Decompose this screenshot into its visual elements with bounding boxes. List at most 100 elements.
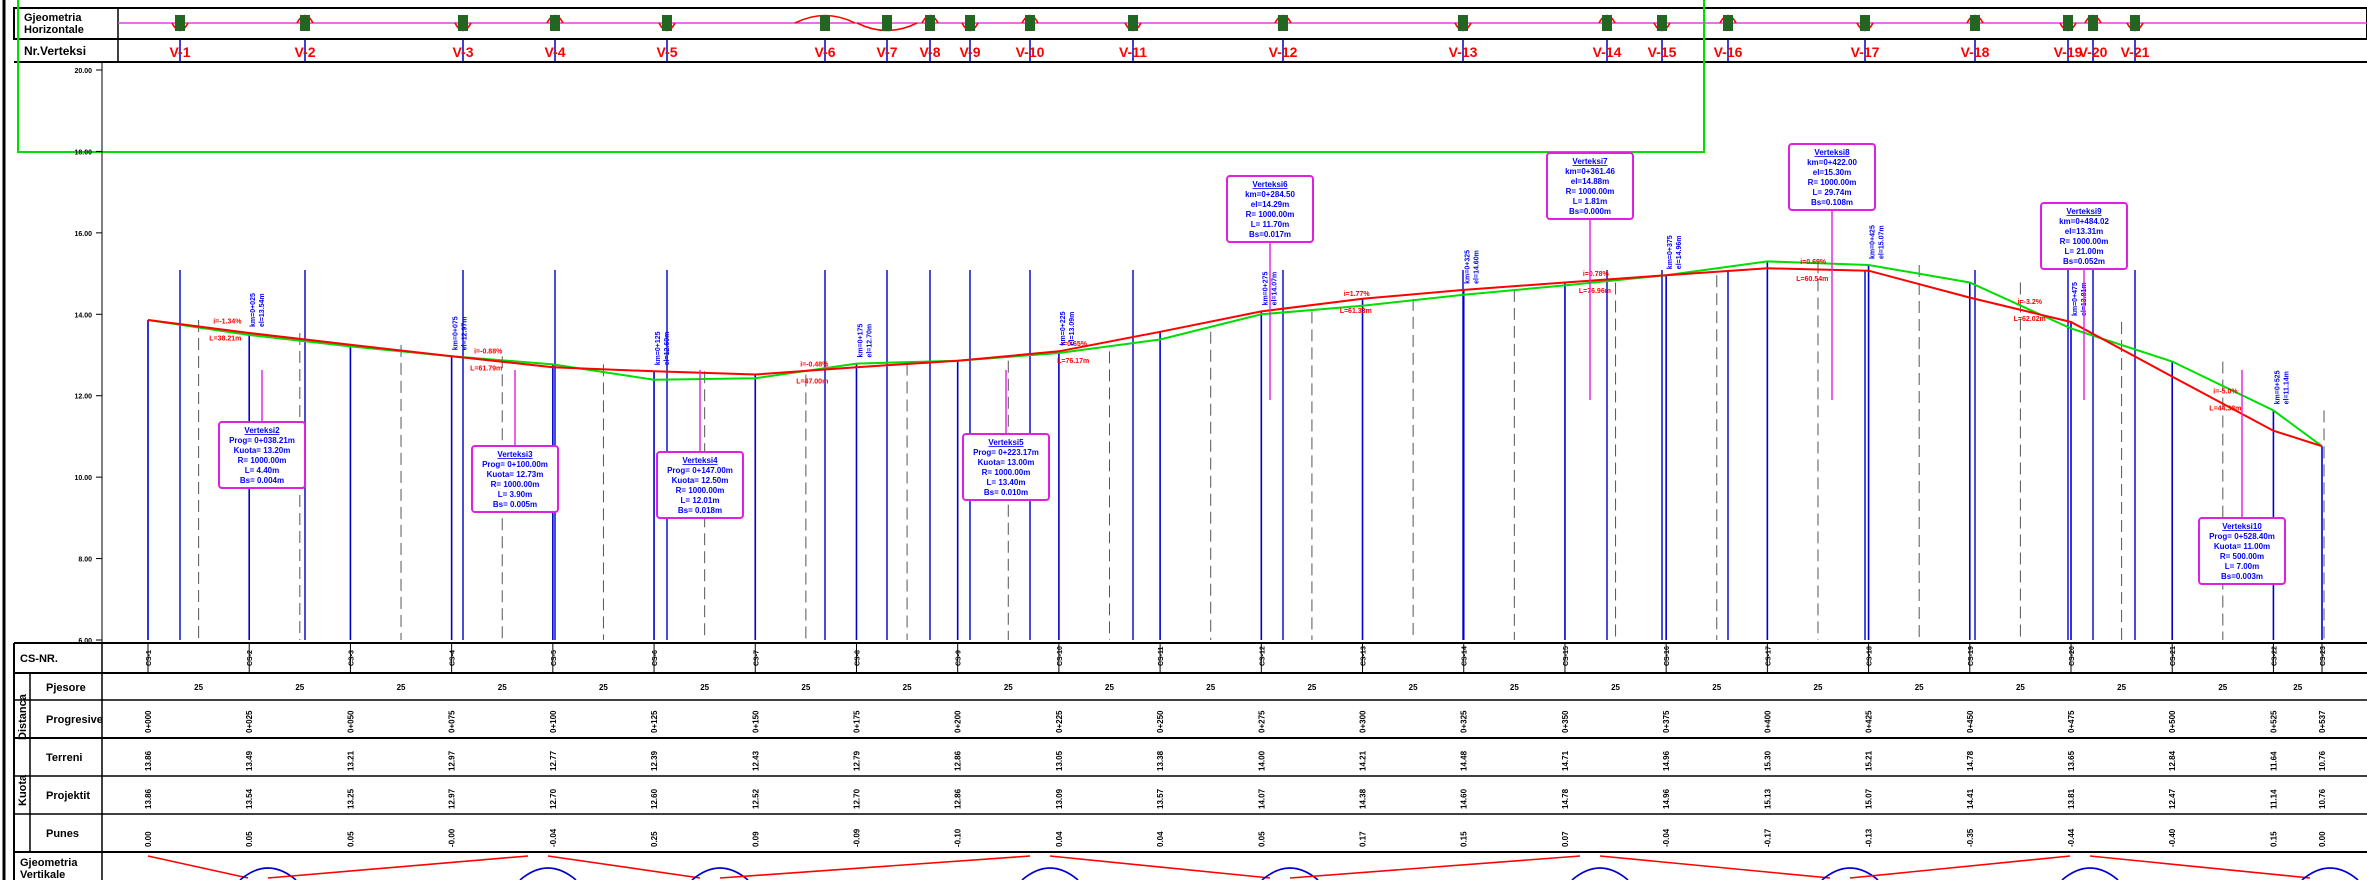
- vertical-geometry-grade: [1849, 855, 2071, 879]
- box-frame: [1788, 143, 1876, 211]
- slope-grade-label: i=1.77%: [1344, 291, 1371, 298]
- box-line: R= 1000.00m: [1246, 210, 1295, 219]
- box-title: Verteksi6: [1252, 180, 1288, 189]
- cs-cell: CS-19: [1968, 646, 1975, 666]
- progresive-cell: 0+250: [1156, 710, 1165, 733]
- box-frame: [962, 433, 1050, 501]
- slope-length-label: L=61.79m: [470, 366, 502, 373]
- cs-cell: CS-1: [146, 650, 153, 666]
- box-frame: [218, 421, 306, 489]
- box-line: L= 13.40m: [987, 478, 1026, 487]
- box-title: Verteksi10: [2222, 522, 2262, 531]
- punes-cell: 0.00: [2318, 831, 2327, 847]
- vertex-label: V-14: [1593, 44, 1622, 60]
- slope-length-label: L=38.21m: [209, 335, 241, 342]
- progresive-cell: 0+100: [549, 710, 558, 733]
- box-frame: [2198, 517, 2286, 585]
- curve-marker: [1602, 15, 1612, 31]
- projektit-cell: 14.38: [1359, 788, 1368, 809]
- curve-marker: [2088, 15, 2098, 31]
- box-line: Bs= 0.018m: [678, 506, 722, 515]
- punes-cell: -0.00: [448, 828, 457, 847]
- horizontal-curves: [171, 14, 2144, 32]
- progresive-cell: 0+500: [2168, 710, 2177, 733]
- pjesore-cell: 25: [1206, 683, 1215, 692]
- cs-nr-label: CS-NR.: [20, 653, 58, 665]
- slope-grade-label: i=-0.88%: [474, 349, 503, 356]
- section-el-annotation: el=12.70m: [866, 324, 873, 358]
- slope-length-label: L=44.38m: [2209, 406, 2241, 413]
- vertex-label: V-18: [1961, 44, 1990, 60]
- pjesore-cell: 25: [1105, 683, 1114, 692]
- terreni-cell: 14.71: [1561, 750, 1570, 771]
- terreni-cell: 12.84: [2168, 750, 2177, 771]
- progresive-cell: 0+200: [954, 710, 963, 733]
- box-frame: [656, 451, 744, 519]
- cs-cell: CS-7: [753, 650, 760, 666]
- cs-cell: CS-13: [1361, 646, 1368, 666]
- terreni-cell: 11.64: [2269, 751, 2278, 771]
- vertex-label: V-4: [544, 44, 565, 60]
- cs-cell: CS-6: [652, 650, 659, 666]
- box-line: L= 3.90m: [498, 490, 532, 499]
- y-tick-label: 14.00: [74, 312, 92, 319]
- terreni-cell: 13.38: [1156, 750, 1165, 771]
- pjesore-cell: 25: [397, 683, 406, 692]
- section-km-annotation: km=0+125: [655, 331, 662, 365]
- slope-grade-label: i=0.69%: [1800, 259, 1827, 266]
- vertex-label: V-20: [2079, 44, 2108, 60]
- curve-marker: [882, 15, 892, 31]
- progresive-cell: 0+325: [1460, 710, 1469, 733]
- projektit-cell: 12.52: [751, 788, 760, 809]
- cs-cell: CS-18: [1867, 646, 1874, 666]
- punes-label: Punes: [46, 828, 79, 840]
- y-tick-label: 12.00: [74, 394, 92, 401]
- slope-grade-label: i=0.65%: [1061, 341, 1088, 348]
- cs-cell: CS-5: [551, 650, 558, 666]
- terreni-cell: 12.79: [852, 750, 861, 771]
- terreni-cell: 13.49: [245, 750, 254, 771]
- projektit-cell: 14.78: [1561, 788, 1570, 809]
- section-annotations: km=0+025 el=13.54m km=0+075 el=12.97m km=0+1…: [250, 225, 2290, 404]
- pjesore-cell: 25: [1915, 683, 1924, 692]
- terreni-cell: 14.96: [1662, 750, 1671, 771]
- curve-marker: [1970, 15, 1980, 31]
- box-line: Prog= 0+147.00m: [667, 466, 733, 475]
- vertical-geometry-curve: [519, 867, 577, 880]
- curve-marker: [662, 15, 672, 31]
- vertical-geometry-grade: [2089, 855, 2311, 879]
- vertex-label: V-10: [1016, 44, 1045, 60]
- vertical-geometry-curve: [2301, 867, 2359, 880]
- vertical-geometry-grade: [147, 855, 249, 879]
- vertical-geometry-curve: [1821, 867, 1879, 880]
- pjesore-cell: 25: [295, 683, 304, 692]
- pjesore-cell: 25: [1510, 683, 1519, 692]
- box-line: Bs= 0.005m: [493, 500, 537, 509]
- projektit-cell: 10.76: [2318, 788, 2327, 809]
- vertical-geometry-grade: [1599, 855, 1831, 879]
- box-line: Kuota= 11.00m: [2214, 542, 2270, 551]
- projektit-cell: 11.14: [2269, 789, 2278, 809]
- box-line: R= 1000.00m: [1566, 187, 1615, 196]
- punes-cell: 0.04: [1055, 831, 1064, 847]
- cs-cell: CS-10: [1057, 646, 1064, 666]
- vertical-geometry-curve: [239, 867, 297, 880]
- progresive-cell: 0+350: [1561, 710, 1570, 733]
- vertical-geometry-grade: [1049, 855, 1271, 879]
- punes-cell: -0.44: [2067, 828, 2076, 847]
- pjesore-cell: 25: [1712, 683, 1721, 692]
- slope-length-label: L=47.00m: [796, 378, 828, 385]
- box-line: L= 29.74m: [1813, 188, 1852, 197]
- box-frame: [471, 445, 559, 513]
- vertex-label: V-9: [959, 44, 980, 60]
- punes-cell: 0.07: [1561, 831, 1570, 847]
- cs-cell: CS-17: [1765, 646, 1772, 666]
- progresive-cell: 0+475: [2067, 710, 2076, 733]
- terreni-cell: 12.86: [954, 750, 963, 771]
